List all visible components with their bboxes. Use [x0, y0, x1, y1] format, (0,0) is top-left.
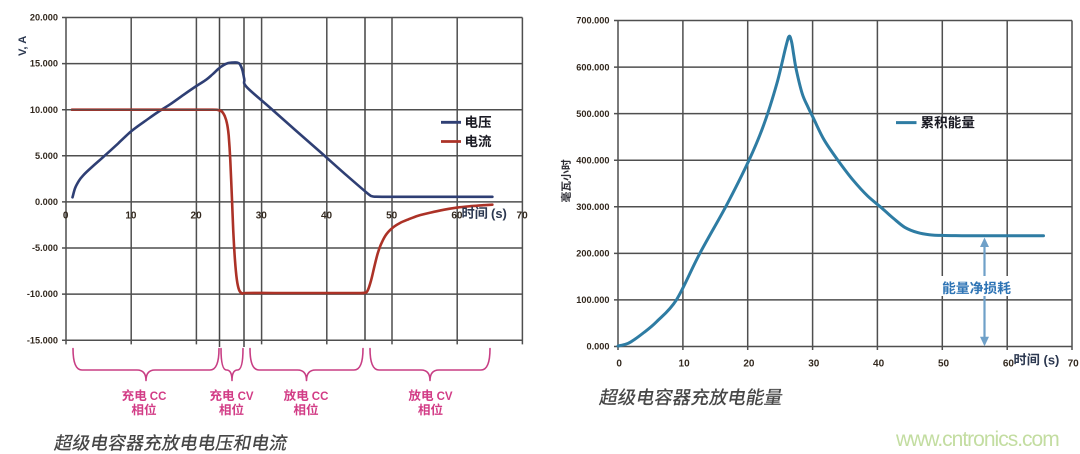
svg-text:20: 20 [191, 210, 203, 221]
svg-text:-15.000: -15.000 [27, 335, 58, 345]
svg-text:40: 40 [321, 210, 333, 221]
svg-text:700.000: 700.000 [576, 16, 609, 26]
svg-text:www.cntronics.com: www.cntronics.com [895, 428, 1059, 451]
svg-text:10: 10 [125, 210, 137, 221]
svg-text:0: 0 [616, 359, 622, 370]
svg-text:0.000: 0.000 [35, 197, 58, 207]
svg-text:5.000: 5.000 [35, 151, 58, 161]
svg-text:70: 70 [1068, 359, 1080, 370]
svg-text:(s): (s) [491, 206, 507, 221]
svg-text:60: 60 [1003, 359, 1015, 370]
svg-text:CC: CC [312, 391, 329, 403]
svg-text:CV: CV [238, 391, 254, 403]
svg-text:CC: CC [150, 391, 167, 403]
svg-text:300.000: 300.000 [576, 202, 609, 212]
svg-text:40: 40 [873, 359, 885, 370]
svg-text:-10.000: -10.000 [27, 289, 58, 299]
svg-text:V, A: V, A [17, 36, 29, 56]
svg-text:(s): (s) [1044, 352, 1060, 367]
svg-text:10: 10 [679, 359, 691, 370]
svg-text:100.000: 100.000 [576, 295, 609, 305]
svg-text:50: 50 [938, 359, 950, 370]
svg-text:0.000: 0.000 [587, 342, 610, 352]
svg-text:500.000: 500.000 [576, 109, 609, 119]
svg-text:60: 60 [451, 210, 463, 221]
svg-text:15.000: 15.000 [30, 59, 58, 69]
svg-text:30: 30 [256, 210, 268, 221]
svg-text:200.000: 200.000 [576, 249, 609, 259]
svg-text:70: 70 [517, 210, 529, 221]
svg-text:20.000: 20.000 [30, 13, 58, 23]
svg-text:10.000: 10.000 [30, 105, 58, 115]
svg-text:600.000: 600.000 [576, 62, 609, 72]
svg-text:-5.000: -5.000 [32, 243, 58, 253]
svg-text:CV: CV [437, 391, 453, 403]
svg-text:30: 30 [808, 359, 820, 370]
svg-text:400.000: 400.000 [576, 155, 609, 165]
svg-text:20: 20 [743, 359, 755, 370]
svg-text:50: 50 [386, 210, 398, 221]
svg-text:0: 0 [63, 210, 69, 221]
